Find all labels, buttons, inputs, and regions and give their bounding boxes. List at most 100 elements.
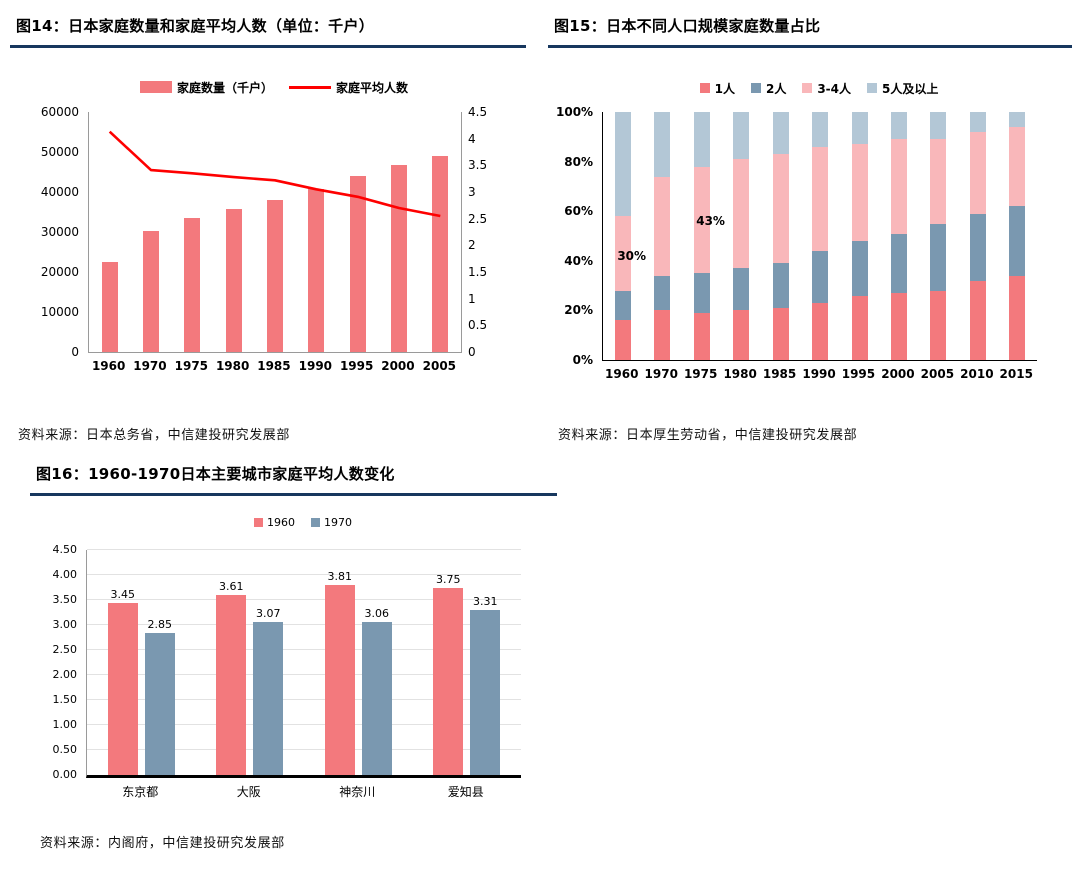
stack-segment	[772, 307, 789, 360]
legend-label: 1人	[714, 81, 735, 96]
legend-item: 1960	[254, 516, 295, 529]
figure15-title: 图15：日本不同人口规模家庭数量占比	[548, 12, 1072, 48]
legend-label: 家庭数量（千户）	[176, 80, 273, 95]
stack-segment	[772, 263, 789, 308]
x-tick-label: 2005	[422, 359, 457, 373]
household-count-bar	[391, 164, 407, 352]
gridline	[87, 599, 521, 600]
x-tick-label: 1970	[644, 367, 678, 381]
stack-segment	[969, 280, 986, 360]
stack-segment	[969, 112, 986, 132]
x-tick-label: 1960	[91, 359, 126, 373]
y-tick-label: 1	[468, 291, 476, 306]
line-swatch-icon	[289, 85, 331, 89]
avg-size-bar	[470, 609, 501, 775]
x-tick-label: 2000	[381, 359, 415, 373]
y-tick-label: 40000	[40, 185, 79, 199]
household-count-bar	[184, 217, 201, 352]
y-tick-label: 0%	[572, 353, 593, 367]
stack-segment	[693, 312, 710, 360]
figure15-legend: 1人 2人 3-4人 5人及以上	[602, 78, 1036, 98]
stack-segment	[930, 290, 947, 360]
stack-segment	[1009, 112, 1026, 127]
figure15-plot: 30% 43%	[602, 112, 1037, 361]
legend-item: 1人	[699, 80, 735, 97]
legend-item: 1970	[311, 516, 352, 529]
x-tick-label: 1980	[215, 359, 250, 373]
x-tick-label: 1985	[762, 367, 797, 381]
x-tick-label: 1975	[174, 359, 209, 373]
household-count-bar	[349, 176, 366, 352]
stack-segment	[930, 223, 947, 291]
bar-value-label: 3.45	[110, 587, 136, 601]
y-tick-label: 30000	[40, 225, 79, 239]
x-tick-label: 1990	[802, 367, 836, 381]
x-tick-label: 1985	[257, 359, 291, 373]
stack-segment	[654, 176, 671, 276]
stack-segment	[812, 303, 828, 360]
stack-segment	[851, 144, 868, 241]
legend-label: 5人及以上	[882, 81, 939, 96]
y-tick-label: 2.00	[52, 668, 78, 681]
avg-size-bar	[324, 584, 355, 775]
x-tick-label: 1995	[841, 367, 876, 381]
y-tick-label: 1.00	[52, 718, 78, 731]
y-tick-label: 0	[71, 345, 79, 359]
figure14-legend: 家庭数量（千户） 家庭平均人数	[88, 76, 460, 98]
y-tick-label: 60%	[564, 204, 593, 219]
gridline	[87, 574, 521, 575]
x-tick-label: 东京都	[122, 785, 159, 799]
x-tick-label: 1960	[605, 367, 639, 381]
household-count-bar	[101, 262, 118, 352]
stack-segment	[812, 112, 828, 147]
legend-label: 2人	[765, 81, 787, 96]
y-tick-label: 20000	[40, 265, 79, 279]
stack-segment	[733, 112, 750, 160]
avg-size-bar	[107, 602, 138, 775]
x-tick-label: 1980	[723, 367, 757, 381]
color-swatch-icon	[254, 517, 263, 527]
stack-segment	[614, 112, 631, 217]
gridline	[87, 724, 521, 725]
stack-segment	[654, 275, 671, 311]
stack-segment	[772, 112, 789, 155]
x-tick-label: 2010	[960, 367, 994, 381]
stack-segment	[693, 273, 710, 313]
stack-segment	[614, 320, 631, 360]
x-tick-label: 1995	[339, 359, 374, 373]
figure15-source: 资料来源：日本厚生劳动省，中信建投研究发展部	[558, 428, 858, 443]
y-tick-label: 4.5	[468, 105, 488, 119]
y-tick-label: 0.00	[52, 768, 78, 781]
x-tick-label: 1970	[133, 359, 167, 373]
stack-segment	[733, 159, 750, 269]
stack-segment	[890, 112, 907, 140]
figure16-legend: 1960 1970	[86, 514, 520, 530]
y-tick-label: 1.50	[52, 693, 78, 706]
stack-segment	[890, 293, 907, 360]
household-count-bar	[308, 189, 325, 352]
figure14-title: 图14：日本家庭数量和家庭平均人数（单位：千户）	[10, 12, 526, 48]
gridline	[87, 699, 521, 700]
y-tick-label: 2.5	[468, 211, 488, 226]
gridline	[87, 649, 521, 650]
stack-segment	[1009, 126, 1026, 207]
stack-segment	[812, 146, 828, 251]
stack-segment	[772, 154, 789, 264]
y-tick-label: 4.00	[52, 568, 78, 581]
y-tick-label: 3.50	[52, 593, 78, 606]
stack-segment	[851, 240, 868, 296]
bar-value-label: 2.85	[147, 617, 173, 631]
stack-segment	[693, 166, 710, 274]
stack-segment	[930, 139, 947, 224]
stack-segment	[654, 112, 671, 177]
legend-label: 家庭平均人数	[336, 80, 409, 95]
bar-value-label: 3.75	[436, 572, 461, 586]
y-tick-label: 1.5	[468, 265, 488, 279]
x-tick-label: 神奈川	[339, 785, 376, 799]
y-tick-label: 50000	[40, 145, 79, 159]
stack-segment	[1009, 275, 1026, 360]
avg-household-size-line	[108, 130, 441, 218]
legend-item: 5人及以上	[867, 80, 938, 97]
figure16-x-axis: 东京都 大阪 神奈川 爱知县	[86, 780, 520, 799]
